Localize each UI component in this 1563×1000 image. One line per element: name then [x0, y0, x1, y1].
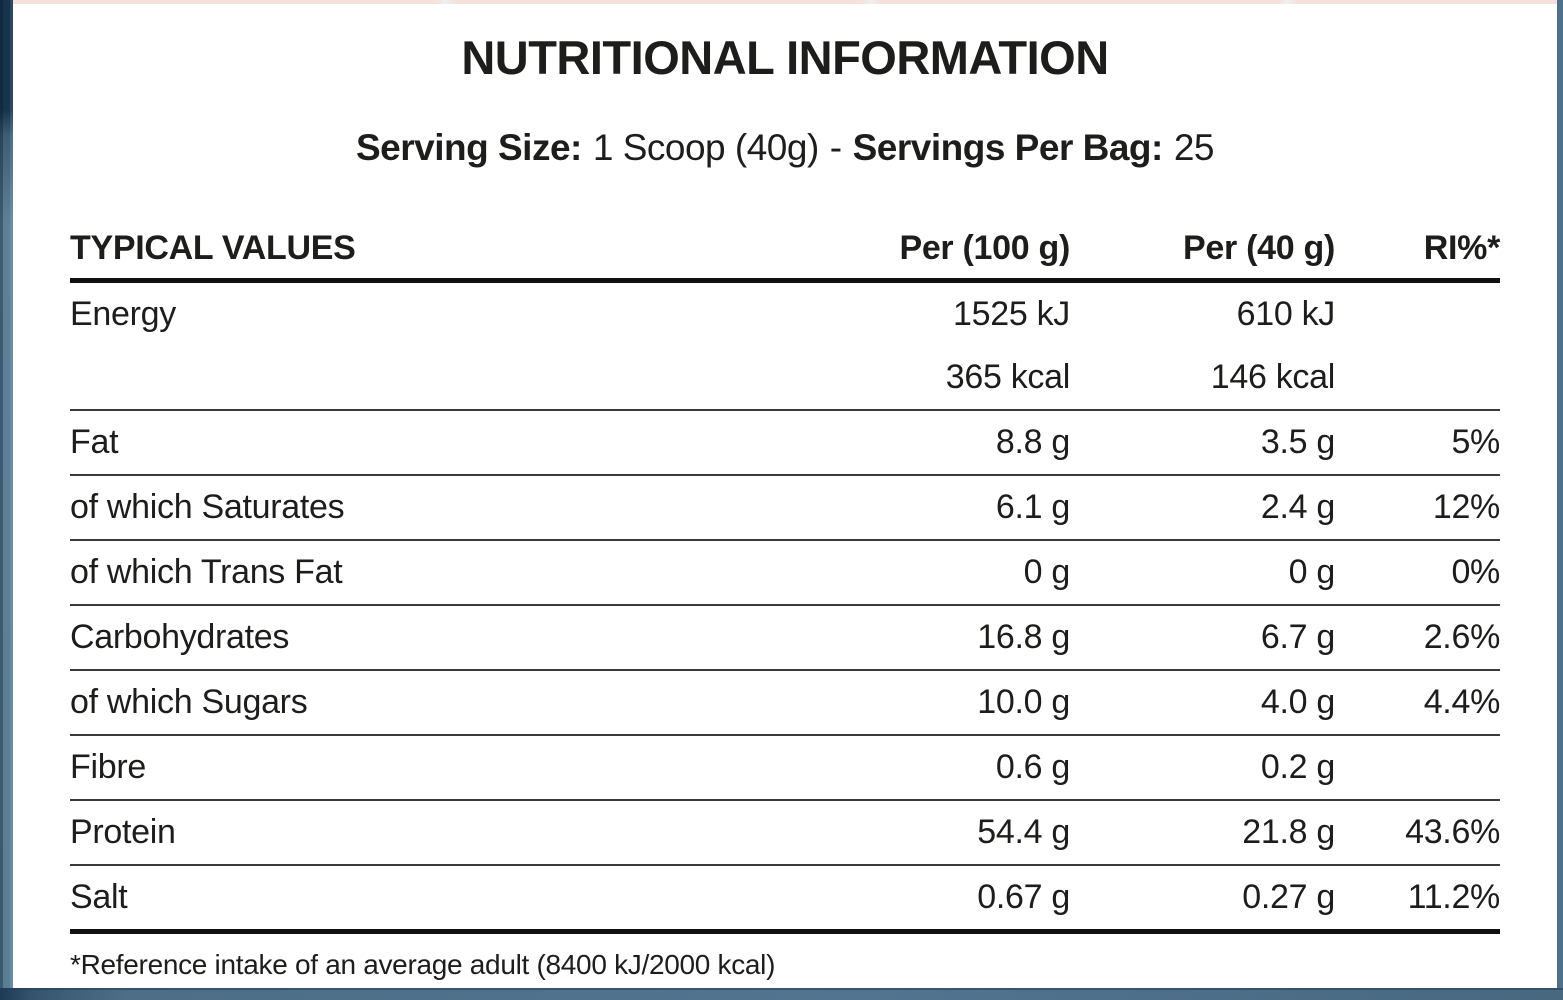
per100-cell: 16.8 g — [730, 605, 1070, 671]
row-label: Fibre — [70, 735, 730, 801]
row-label: of which Saturates — [70, 475, 730, 541]
per100-cell: 1525 kJ — [953, 295, 1070, 333]
per40-cell: 2.4 g — [1070, 475, 1335, 541]
table-header-row: TYPICAL VALUES Per (100 g) Per (40 g) RI… — [70, 198, 1500, 283]
table-row-fibre: Fibre 0.6 g 0.2 g — [70, 735, 1500, 801]
ri-cell: 43.6% — [1335, 800, 1500, 866]
row-label: Protein — [70, 800, 730, 866]
per40-cell: 146 kcal — [1070, 346, 1335, 411]
servings-per-bag-value: 25 — [1173, 127, 1215, 168]
row-label: Fat — [70, 410, 730, 476]
per40-cell: 0.27 g — [1070, 865, 1335, 934]
per100-cell: 0 g — [730, 540, 1070, 606]
per40-cell: 6.7 g — [1070, 605, 1335, 671]
serving-size-label: Serving Size: — [355, 127, 582, 168]
col-header-per-100g: Per (100 g) — [730, 198, 1070, 283]
table-row-energy-kcal: 365 kcal 146 kcal — [70, 346, 1500, 411]
per40-cell: 0.2 g — [1070, 735, 1335, 801]
table-row-trans-fat: of which Trans Fat 0 g 0 g 0% — [70, 540, 1500, 606]
per100-cell: 365 kcal — [730, 346, 1070, 411]
row-label: Salt — [70, 865, 730, 934]
page-title: NUTRITIONAL INFORMATION — [461, 31, 1109, 84]
per100-cell: 10.0 g — [730, 670, 1070, 736]
reference-intake-footnote: *Reference intake of an average adult (8… — [70, 949, 776, 980]
col-header-typical-values: TYPICAL VALUES — [70, 198, 730, 283]
ri-cell — [1335, 735, 1500, 801]
packaging-top-edge — [13, 0, 1557, 4]
table-row-energy-kj: Energy 1525 kJ 610 kJ — [70, 281, 1500, 347]
per100-cell: 0.6 g — [730, 735, 1070, 801]
row-label: Energy — [70, 295, 176, 333]
row-label: of which Trans Fat — [70, 540, 730, 606]
servings-per-bag-label: Servings Per Bag: — [852, 127, 1164, 168]
ri-cell — [1335, 281, 1500, 347]
ri-cell: 5% — [1335, 410, 1500, 476]
per40-cell: 4.0 g — [1070, 670, 1335, 736]
serving-line: Serving Size: 1 Scoop (40g) - Servings P… — [13, 126, 1557, 170]
packaging-right-edge — [1557, 0, 1563, 1000]
per40-cell: 21.8 g — [1070, 800, 1335, 866]
per40-cell: 610 kJ — [1236, 295, 1336, 333]
table-row-protein: Protein 54.4 g 21.8 g 43.6% — [70, 800, 1500, 866]
per40-cell: 3.5 g — [1070, 410, 1335, 476]
ri-cell: 11.2% — [1335, 865, 1500, 934]
col-header-per-40g: Per (40 g) — [1070, 198, 1335, 283]
table-row-fat: Fat 8.8 g 3.5 g 5% — [70, 410, 1500, 476]
ri-cell: 12% — [1335, 475, 1500, 541]
ri-cell: 2.6% — [1335, 605, 1500, 671]
ri-cell: 4.4% — [1335, 670, 1500, 736]
col-header-ri-percent: RI%* — [1335, 198, 1500, 283]
ri-cell: 0% — [1335, 540, 1500, 606]
nutrition-label: NUTRITIONAL INFORMATION Serving Size: 1 … — [13, 4, 1557, 988]
per100-cell: 8.8 g — [730, 410, 1070, 476]
ri-cell — [1335, 346, 1500, 411]
row-label: of which Sugars — [70, 670, 730, 736]
table-row-sugars: of which Sugars 10.0 g 4.0 g 4.4% — [70, 670, 1500, 736]
table-row-carbohydrates: Carbohydrates 16.8 g 6.7 g 2.6% — [70, 605, 1500, 671]
table-row-salt: Salt 0.67 g 0.27 g 11.2% — [70, 865, 1500, 934]
packaging-left-edge — [0, 0, 13, 1000]
per100-cell: 0.67 g — [730, 865, 1070, 934]
per100-cell: 54.4 g — [730, 800, 1070, 866]
packaging-bottom-edge — [0, 988, 1563, 1000]
row-label — [70, 346, 730, 411]
per100-cell: 6.1 g — [730, 475, 1070, 541]
nutrition-table: TYPICAL VALUES Per (100 g) Per (40 g) RI… — [70, 198, 1500, 934]
serving-separator: - — [829, 127, 842, 168]
table-row-saturates: of which Saturates 6.1 g 2.4 g 12% — [70, 475, 1500, 541]
serving-size-value: 1 Scoop (40g) — [592, 127, 819, 168]
row-label: Carbohydrates — [70, 605, 730, 671]
per40-cell: 0 g — [1070, 540, 1335, 606]
